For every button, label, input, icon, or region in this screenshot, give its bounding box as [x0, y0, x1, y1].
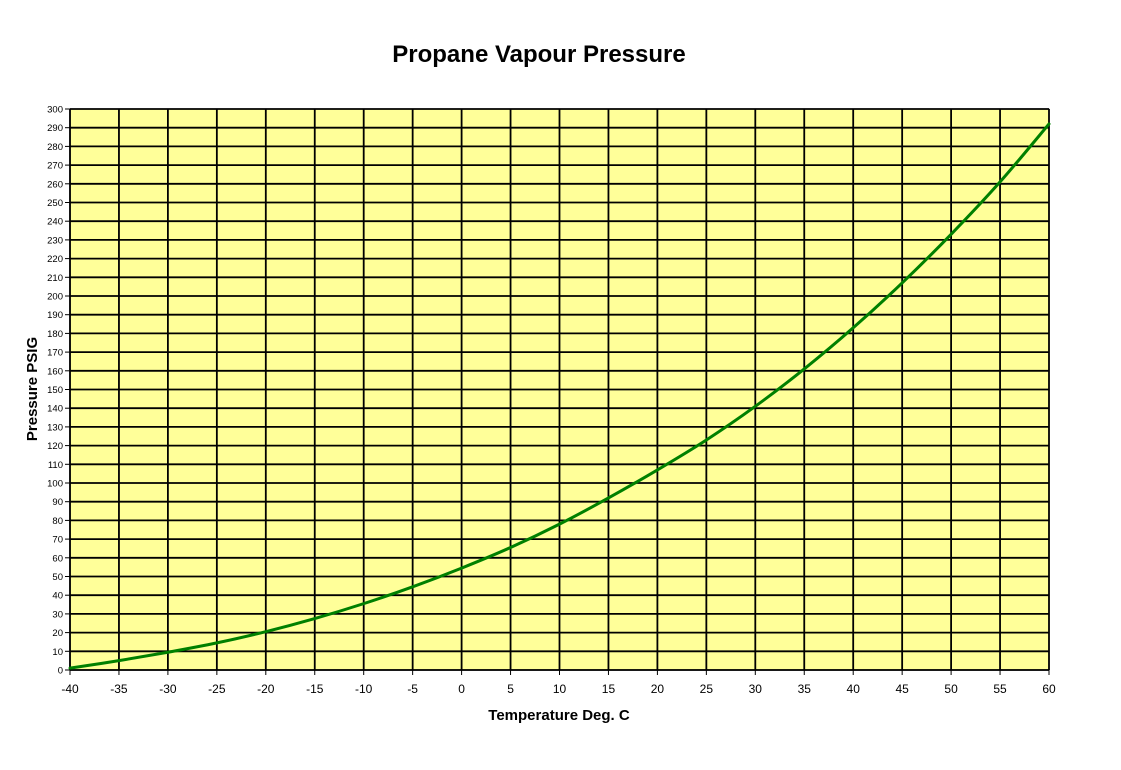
y-tick-label: 170	[47, 348, 63, 359]
y-tick-label: 250	[47, 198, 63, 209]
y-tick-label: 80	[52, 516, 63, 527]
y-tick-label: 180	[47, 329, 63, 340]
x-tick-label: 55	[993, 682, 1007, 696]
x-tick-label: -10	[355, 682, 373, 696]
y-tick-label: 130	[47, 422, 63, 433]
y-tick-label: 290	[47, 123, 63, 134]
x-tick-label: 5	[507, 682, 514, 696]
y-tick-label: 160	[47, 366, 63, 377]
x-tick-labels: -40 -35 -30 -25 -20 -15 -10 -5 0 5 10 15 20 25 30 35 40 4…	[61, 682, 1056, 696]
x-tick-label: 10	[553, 682, 567, 696]
x-tick-label: -20	[257, 682, 275, 696]
y-tick-label: 100	[47, 479, 63, 490]
y-tick-label: 60	[52, 553, 63, 564]
gridlines	[69, 108, 1050, 671]
x-tick-label: -40	[61, 682, 79, 696]
x-tick-label: 30	[749, 682, 763, 696]
y-tick-label: 230	[47, 235, 63, 246]
x-tick-label: -15	[306, 682, 324, 696]
y-tick-label: 110	[48, 460, 63, 471]
x-tick-label: 60	[1042, 682, 1056, 696]
y-tick-label: 50	[52, 572, 63, 583]
x-axis-label: Temperature Deg. C	[488, 707, 630, 724]
y-tick-label: 10	[52, 647, 63, 658]
y-tick-label: 260	[47, 179, 63, 190]
y-axis-label: Pressure PSIG	[24, 337, 41, 441]
chart-title: Propane Vapour Pressure	[392, 41, 685, 68]
y-tick-label: 270	[47, 161, 63, 172]
y-tick-labels: 0 10 20 30 40 50 60 70 80 90 100 110 120 130 140 150 160…	[47, 105, 63, 677]
y-tick-label: 20	[52, 628, 63, 639]
x-tick-label: 25	[700, 682, 714, 696]
y-tick-label: 0	[58, 666, 63, 677]
y-tick-label: 190	[47, 310, 63, 321]
y-tick-label: 140	[47, 404, 63, 415]
series-line-propane	[68, 122, 1051, 670]
y-tick-label: 240	[47, 217, 63, 228]
y-tick-label: 200	[47, 292, 63, 303]
x-tick-label: 15	[602, 682, 616, 696]
y-tick-label: 120	[47, 441, 63, 452]
x-tick-label: 35	[798, 682, 812, 696]
x-tick-label: -30	[159, 682, 177, 696]
y-tick-label: 40	[52, 591, 63, 602]
x-tick-label: -5	[407, 682, 418, 696]
axes	[65, 108, 1050, 675]
x-tick-label: 0	[458, 682, 465, 696]
y-tick-label: 300	[47, 105, 63, 116]
y-tick-label: 70	[52, 535, 63, 546]
y-tick-label: 220	[47, 254, 63, 265]
x-tick-label: 50	[944, 682, 958, 696]
y-tick-label: 90	[52, 497, 63, 508]
x-tick-label: -25	[208, 682, 226, 696]
y-tick-label: 30	[52, 609, 63, 620]
x-tick-label: 45	[895, 682, 909, 696]
x-tick-label: 40	[847, 682, 861, 696]
y-tick-label: 210	[47, 273, 63, 284]
x-tick-label: 20	[651, 682, 665, 696]
x-tick-label: -35	[110, 682, 128, 696]
y-tick-label: 280	[47, 142, 63, 153]
y-tick-label: 150	[47, 385, 63, 396]
